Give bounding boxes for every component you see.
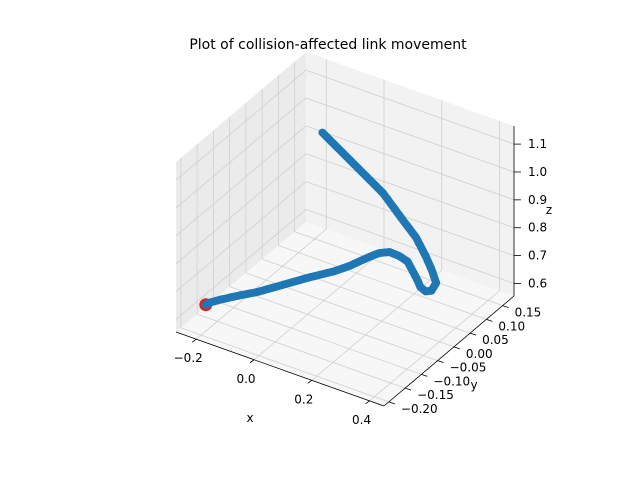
y-tick-label: 0.10 <box>498 319 525 333</box>
z-tick-label: 0.7 <box>528 249 547 263</box>
trajectory-point <box>318 128 327 137</box>
y-tick-mark <box>437 360 444 364</box>
data-points <box>199 128 441 312</box>
y-tick-label: −0.10 <box>433 374 470 388</box>
x-tick-label: 0.0 <box>236 372 255 386</box>
y-tick-mark <box>453 346 461 350</box>
y-gridline-floor <box>229 286 438 362</box>
y-gridline-floor <box>180 327 390 403</box>
y-axis-label: y <box>470 378 477 392</box>
y-tick-mark <box>421 373 428 377</box>
x-tick-mark <box>307 379 313 384</box>
y-tick-mark <box>502 305 509 309</box>
y-gridline-floor <box>261 258 471 334</box>
back-pane <box>306 52 514 296</box>
x-axis-label: x <box>246 411 253 425</box>
left-pane <box>176 52 306 332</box>
y-gridline-floor <box>278 244 487 320</box>
y-axis-line <box>383 295 515 407</box>
y-tick-mark <box>388 401 396 405</box>
y-tick-label: 0.15 <box>515 306 542 320</box>
y-tick-mark <box>404 387 412 391</box>
z-gridline-back <box>305 125 515 201</box>
x-tick-mark <box>365 400 370 405</box>
x-gridline-floor <box>253 249 385 361</box>
x-gridline-floor <box>369 290 500 402</box>
axes-panes <box>176 52 514 406</box>
z-gridline-left <box>175 181 307 292</box>
y-tick-mark <box>486 318 493 322</box>
z-tick-label: 0.8 <box>528 221 547 235</box>
y-gridline-floor <box>213 299 422 375</box>
x-tick-label: 0.2 <box>294 392 313 406</box>
y-tick-label: −0.20 <box>401 402 438 416</box>
x-tick-label: −0.2 <box>174 351 203 365</box>
z-gridline-back <box>305 69 515 145</box>
y-tick-label: 0.05 <box>482 333 509 347</box>
y-tick-mark <box>469 332 477 336</box>
z-gridline-left <box>175 97 307 209</box>
z-tick-label: 0.6 <box>528 277 547 291</box>
z-gridline-back <box>305 209 515 284</box>
z-gridline-back <box>305 181 515 256</box>
z-tick-label: 1.0 <box>528 165 547 179</box>
z-gridline-left <box>175 69 307 181</box>
z-tick-label: 0.9 <box>528 193 547 207</box>
y-tick-label: −0.05 <box>450 361 487 375</box>
x-tick-mark <box>249 359 255 364</box>
z-gridline-left <box>175 209 307 320</box>
x-axis-line <box>175 331 385 407</box>
x-tick-label: 0.4 <box>352 413 371 427</box>
chart-title: Plot of collision-affected link movement <box>189 37 467 53</box>
gridlines <box>175 59 515 403</box>
axis-lines <box>175 126 521 407</box>
z-gridline-left <box>175 125 307 237</box>
y-gridline-floor <box>196 313 406 389</box>
z-gridline-back <box>305 153 515 229</box>
x-gridline-floor <box>195 228 327 340</box>
y-gridline-floor <box>294 231 503 307</box>
z-tick-label: 1.1 <box>528 137 547 151</box>
y-tick-label: 0.00 <box>466 347 493 361</box>
z-axis-label: z <box>546 203 552 217</box>
z-gridline-back <box>305 97 515 173</box>
z-gridline-left <box>175 153 307 265</box>
x-tick-mark <box>191 338 197 343</box>
y-tick-label: −0.15 <box>417 388 454 402</box>
tick-labels: −0.2 0.0 0.2 0.4 −0.20−0.15−0.10−0.050.000.0… <box>174 137 547 427</box>
